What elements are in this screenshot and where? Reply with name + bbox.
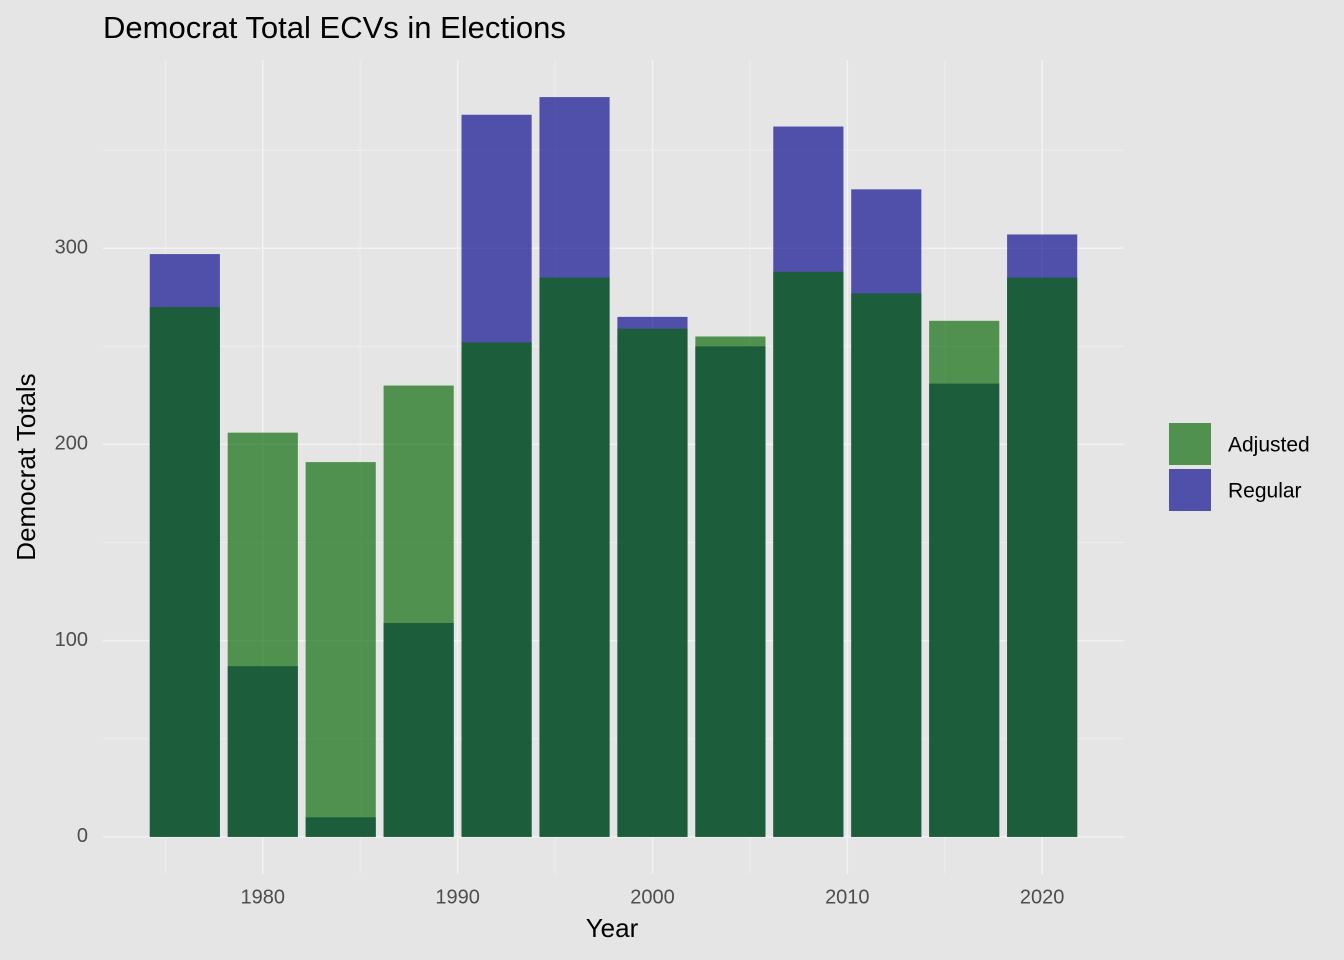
bar: [929, 320, 1000, 837]
y-axis-label: Democrat Totals: [11, 373, 41, 560]
x-tick-label: 2010: [825, 886, 870, 908]
bar: [695, 336, 766, 837]
y-tick-label: 300: [55, 236, 88, 258]
bar: [1007, 277, 1078, 837]
bar: [773, 271, 844, 837]
legend-key: [1169, 469, 1211, 511]
y-tick-label: 100: [55, 629, 88, 651]
bar: [149, 307, 220, 837]
x-tick-label: 1990: [435, 886, 480, 908]
legend-key: [1169, 423, 1211, 465]
legend-label: Adjusted: [1228, 434, 1310, 457]
bars: [149, 97, 1078, 837]
x-axis-label: Year: [586, 913, 639, 943]
bar: [227, 432, 298, 837]
chart-title: Democrat Total ECVs in Elections: [103, 10, 566, 45]
bar: [617, 328, 688, 837]
y-tick-label: 0: [77, 825, 88, 847]
x-tick-label: 2020: [1020, 886, 1065, 908]
x-tick-label: 2000: [630, 886, 675, 908]
bar: [461, 342, 532, 837]
y-tick-label: 200: [55, 433, 88, 455]
bar: [539, 277, 610, 837]
legend-label: Regular: [1228, 480, 1302, 503]
x-tick-label: 1980: [241, 886, 286, 908]
bar: [305, 462, 376, 837]
bar: [383, 385, 454, 837]
bar: [851, 293, 922, 837]
